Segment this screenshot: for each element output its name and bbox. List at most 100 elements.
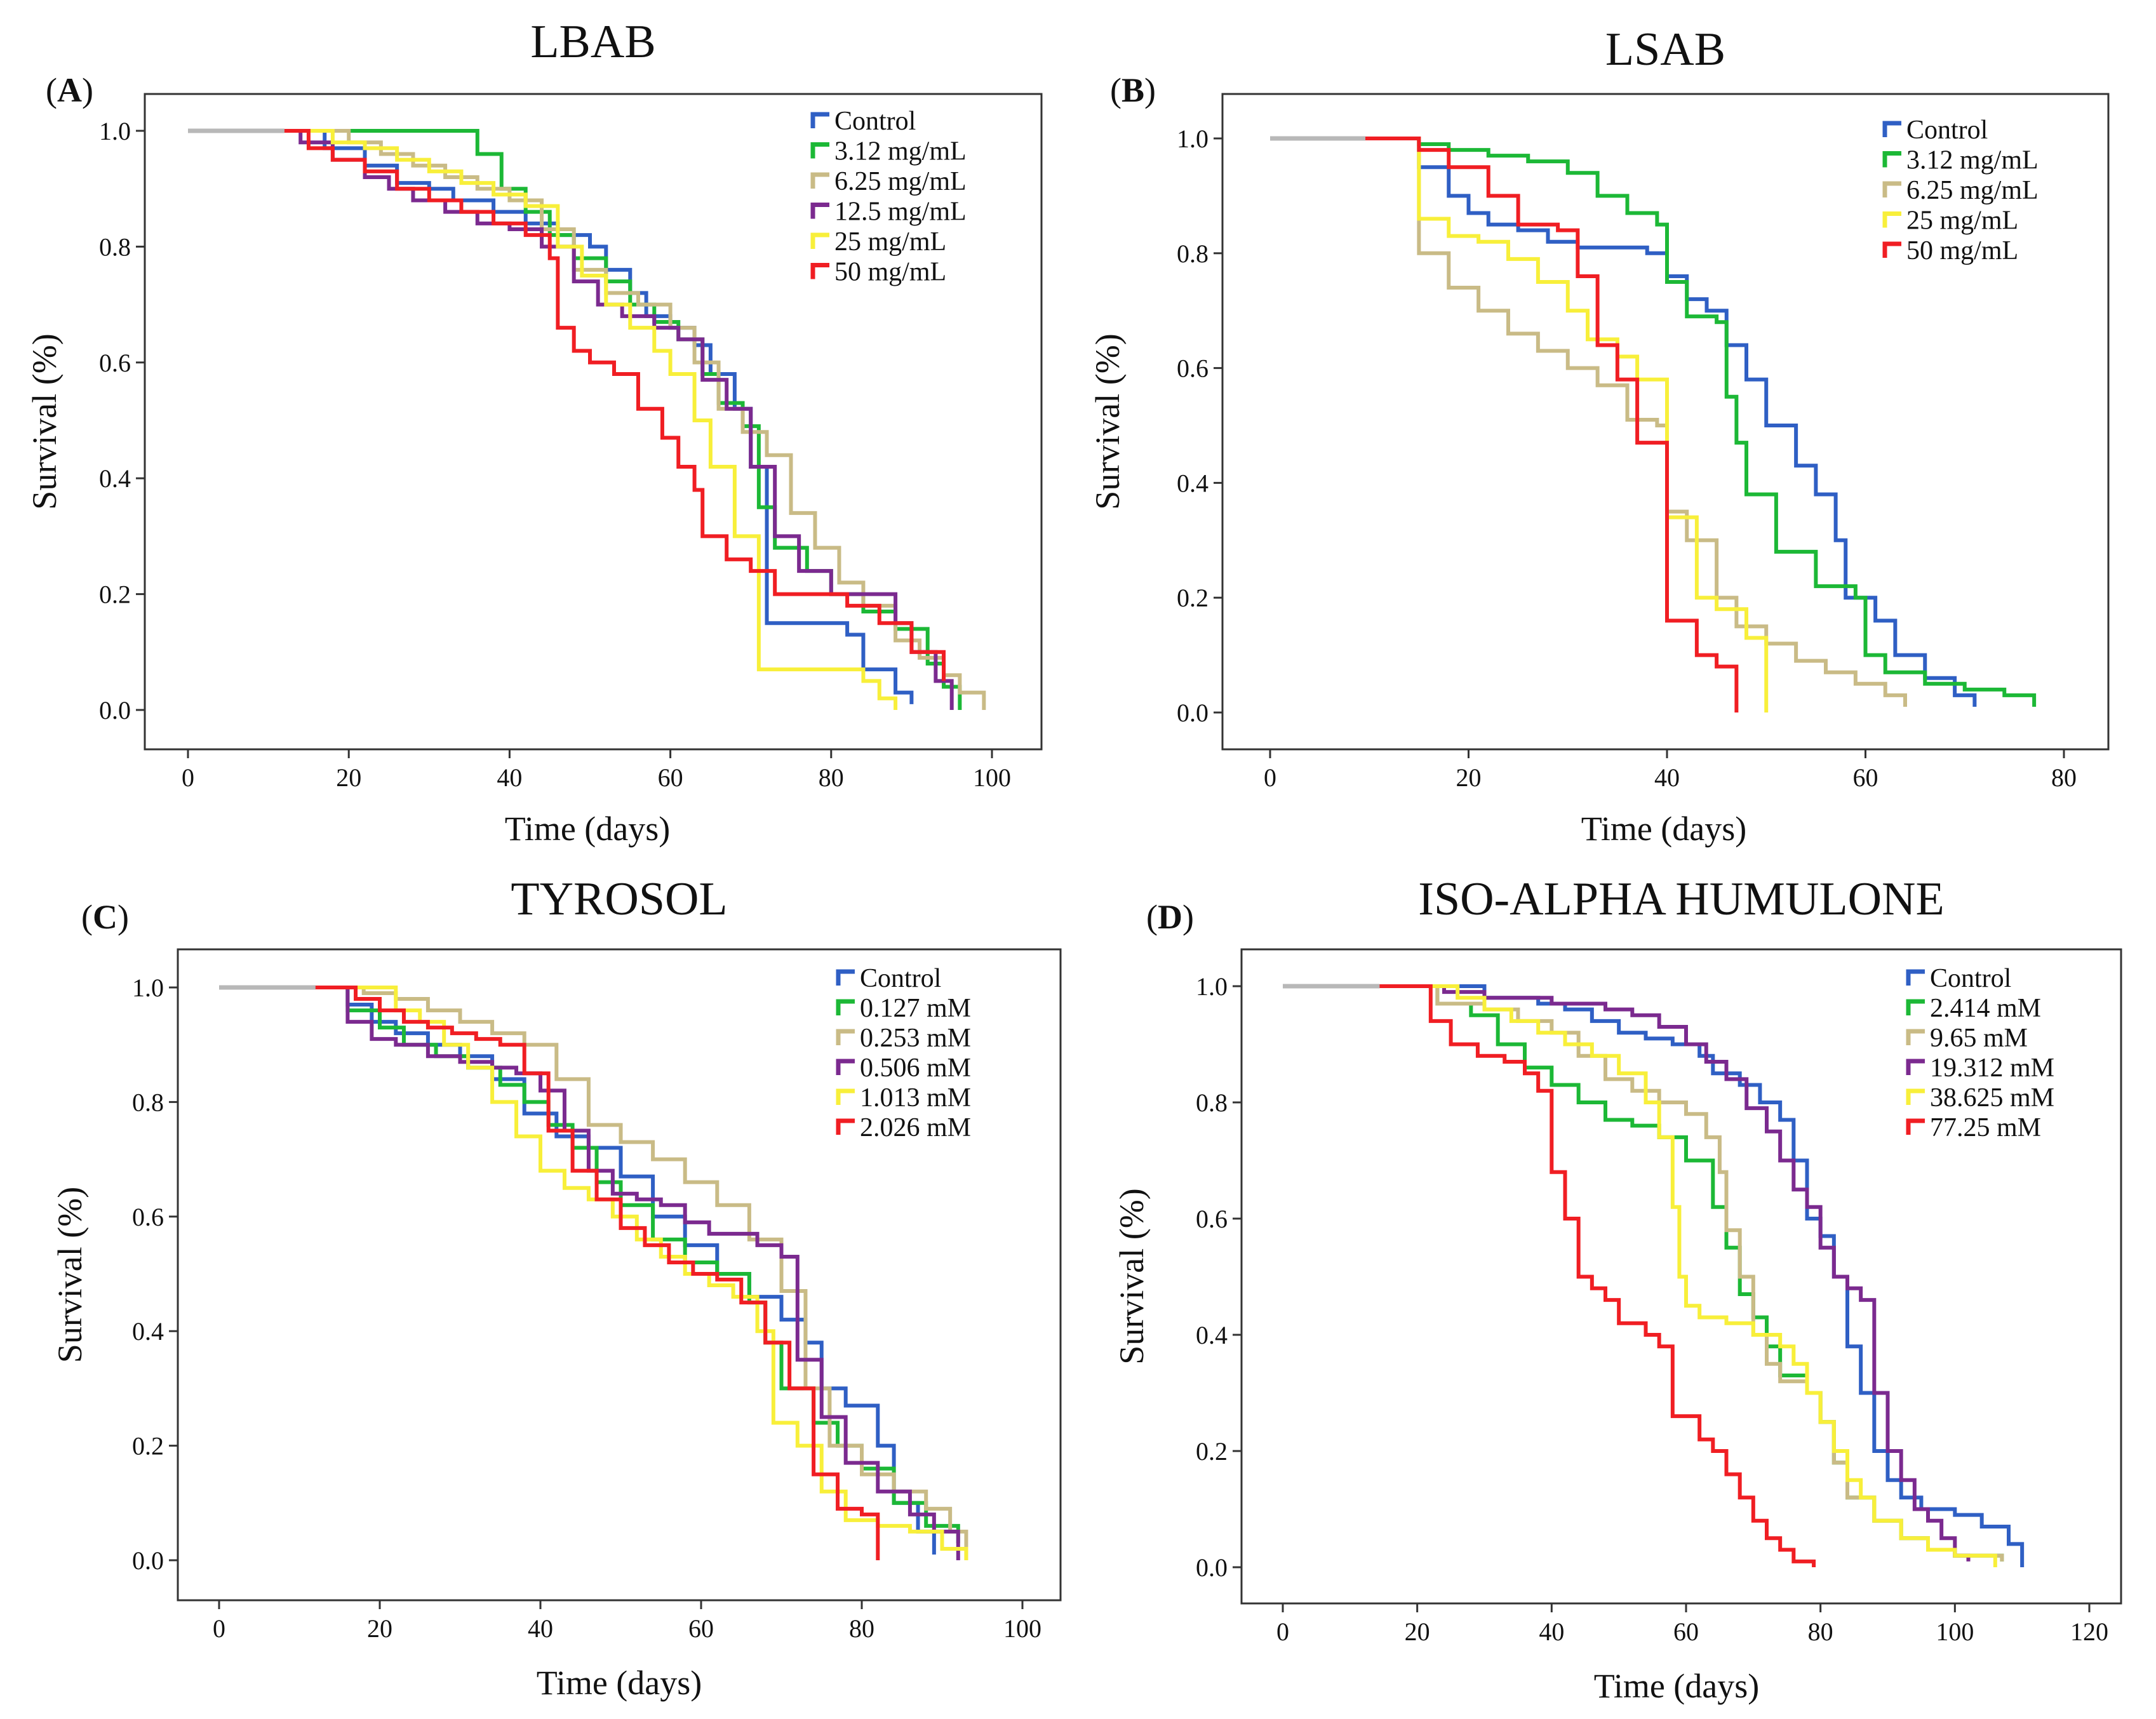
series-line-4 [1283, 984, 1971, 1562]
y-tick-label: 0.6 [1177, 354, 1209, 383]
x-tick-label: 80 [2051, 763, 2077, 792]
x-tick-label: 40 [528, 1614, 553, 1643]
x-tick-label: 40 [1539, 1617, 1564, 1646]
legend-swatch [810, 203, 829, 219]
x-axis-label: Time (days) [505, 810, 671, 848]
legend-label: 19.312 mM [1930, 1053, 2054, 1083]
x-tick-label: 60 [658, 763, 683, 792]
chart-title: ISO-ALPHA HUMULONE [1418, 873, 1944, 925]
legend-swatch [1906, 1118, 1925, 1135]
legend-swatch [836, 1088, 855, 1105]
x-tick-label: 20 [367, 1614, 392, 1643]
x-tick-label: 60 [688, 1614, 714, 1643]
legend-swatch [1882, 181, 1901, 197]
y-tick-label: 0.8 [1177, 239, 1209, 268]
x-tick-label: 0 [213, 1614, 225, 1643]
legend-swatch [810, 142, 829, 159]
legend-swatch [1882, 211, 1901, 228]
y-tick-label: 0.8 [1196, 1088, 1228, 1117]
series-line-3 [1270, 137, 1907, 707]
chart-title: LBAB [530, 16, 655, 68]
y-tick-label: 0.4 [1196, 1321, 1228, 1349]
panel-label: (B) [1110, 71, 1156, 109]
legend-swatch [1906, 1029, 1925, 1045]
y-axis-label: Survival (%) [25, 333, 64, 509]
y-tick-label: 0.4 [1177, 469, 1209, 497]
chart-title: TYROSOL [511, 873, 727, 925]
x-tick-label: 80 [819, 763, 844, 792]
series-line-2 [1270, 137, 2037, 707]
legend-label: 50 mg/mL [834, 258, 946, 287]
legend-swatch [1906, 969, 1925, 986]
x-tick-label: 0 [1264, 763, 1276, 792]
x-tick-label: 80 [849, 1614, 874, 1643]
x-tick-label: 20 [1456, 763, 1482, 792]
y-tick-label: 1.0 [132, 973, 164, 1002]
legend-swatch [1882, 241, 1901, 258]
x-axis-label: Time (days) [1594, 1667, 1760, 1705]
series-line-6 [188, 129, 946, 681]
y-tick-label: 0.2 [99, 580, 131, 609]
legend-label: 9.65 mM [1930, 1024, 2028, 1053]
panel-label: (A) [46, 71, 93, 109]
y-tick-label: 0.4 [99, 464, 131, 493]
chart-title: LSAB [1605, 23, 1725, 76]
chart-panel-a: LBAB (A) 0 20 40 60 80 100 0.0 0.2 0.4 0.6 0.8 1.0 Tim… [25, 16, 1043, 848]
legend-label: Control [1906, 116, 1988, 145]
x-tick-label: 0 [1276, 1617, 1289, 1646]
x-tick-label: 20 [336, 763, 361, 792]
legend-label: 0.253 mM [860, 1024, 971, 1053]
series-line-6 [219, 986, 880, 1560]
legend-label: 1.013 mM [860, 1083, 971, 1113]
legend-swatch [836, 1059, 855, 1075]
legend-swatch [1882, 121, 1901, 137]
x-tick-label: 0 [182, 763, 194, 792]
chart-panel-d: ISO-ALPHA HUMULONE (D) 0 20 40 60 80 100 120 0.0 0… [1113, 873, 2122, 1705]
y-tick-label: 0.2 [132, 1432, 164, 1461]
legend-swatch [836, 1118, 855, 1135]
y-tick-label: 0.2 [1177, 584, 1209, 612]
series-line-6 [1283, 984, 1816, 1567]
y-axis-label: Survival (%) [1113, 1188, 1151, 1364]
y-tick-label: 0.2 [1196, 1437, 1228, 1466]
legend-swatch [836, 1029, 855, 1045]
plot-frame [1221, 93, 2110, 751]
x-axis-label: Time (days) [537, 1664, 702, 1702]
x-tick-label: 100 [1936, 1617, 1974, 1646]
y-tick-label: 0.6 [132, 1203, 164, 1231]
y-axis-label: Survival (%) [1088, 333, 1127, 509]
series-line-3 [219, 986, 968, 1560]
legend-label: 38.625 mM [1930, 1083, 2054, 1113]
legend-label: 77.25 mM [1930, 1113, 2041, 1142]
y-tick-label: 0.6 [99, 349, 131, 377]
series-line-4 [1270, 137, 1769, 712]
legend-swatch [1882, 151, 1901, 168]
legend-label: 3.12 mg/mL [1906, 146, 2039, 175]
x-tick-label: 40 [497, 763, 522, 792]
y-tick-label: 0.8 [132, 1088, 164, 1116]
y-tick-label: 0.0 [1196, 1553, 1228, 1582]
y-axis-label: Survival (%) [51, 1187, 89, 1363]
x-tick-label: 120 [2070, 1617, 2108, 1646]
series-line-5 [188, 129, 898, 710]
legend-label: 3.12 mg/mL [834, 137, 967, 166]
chart-panel-b: LSAB (B) 0 20 40 60 80 0.0 0.2 0.4 0.6 0.8 1.0 Time (… [1088, 23, 2110, 848]
legend-swatch [810, 232, 829, 249]
y-tick-label: 0.0 [99, 696, 131, 725]
legend-swatch [810, 112, 829, 128]
series-line-5 [1270, 137, 1739, 712]
x-axis-label: Time (days) [1581, 810, 1747, 848]
x-tick-label: 20 [1405, 1617, 1430, 1646]
legend-swatch [810, 172, 829, 189]
x-tick-label: 100 [973, 763, 1011, 792]
legend-swatch [1906, 1088, 1925, 1105]
plot-frame [1240, 948, 2122, 1605]
x-tick-label: 60 [1673, 1617, 1699, 1646]
legend-label: 2.414 mM [1930, 994, 2041, 1023]
legend-swatch [836, 969, 855, 986]
y-tick-label: 0.0 [1177, 699, 1209, 727]
y-tick-label: 1.0 [1177, 124, 1209, 153]
series-line-3 [188, 129, 986, 710]
y-tick-label: 0.0 [132, 1546, 164, 1575]
